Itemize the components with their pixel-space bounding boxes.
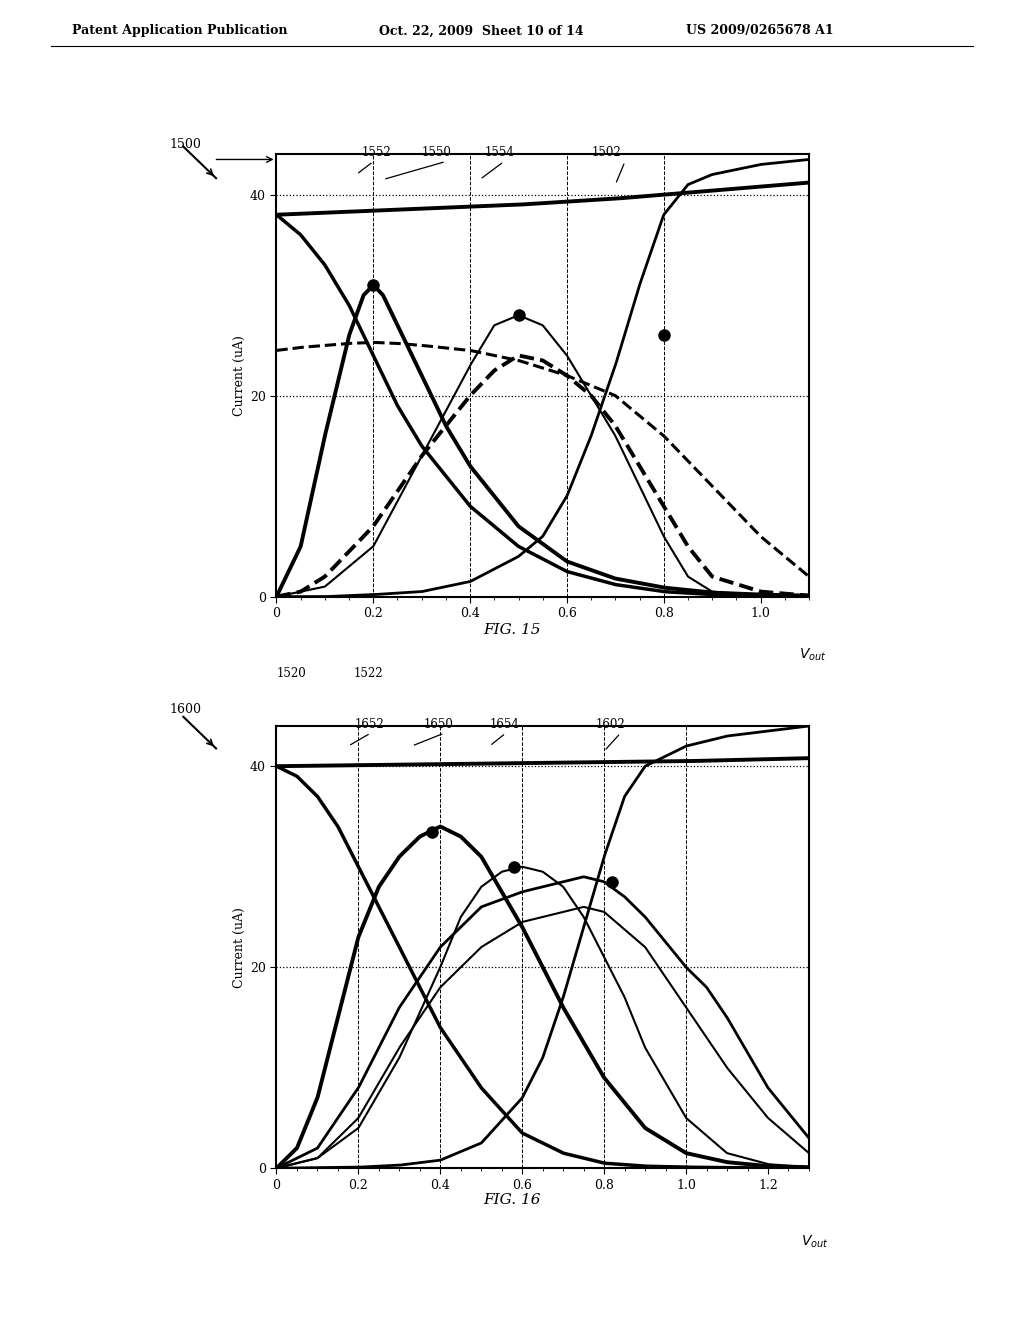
Text: 1602: 1602 <box>596 718 626 731</box>
Y-axis label: Current (uA): Current (uA) <box>232 907 246 987</box>
Text: 1652: 1652 <box>354 718 384 731</box>
Y-axis label: Current (uA): Current (uA) <box>232 335 246 416</box>
Text: 1600: 1600 <box>169 702 201 715</box>
Text: 1500: 1500 <box>169 137 201 150</box>
Text: $V_{out}$: $V_{out}$ <box>801 1233 828 1250</box>
Text: FIG. 16: FIG. 16 <box>483 1193 541 1206</box>
Text: 1522: 1522 <box>354 667 384 680</box>
Text: Oct. 22, 2009  Sheet 10 of 14: Oct. 22, 2009 Sheet 10 of 14 <box>379 24 584 37</box>
Text: 1654: 1654 <box>489 718 519 731</box>
Text: US 2009/0265678 A1: US 2009/0265678 A1 <box>686 24 834 37</box>
Text: 1550: 1550 <box>422 147 452 160</box>
Text: 1502: 1502 <box>591 147 621 160</box>
Text: FIG. 15: FIG. 15 <box>483 623 541 636</box>
Text: $V_{out}$: $V_{out}$ <box>800 647 827 663</box>
Text: 1552: 1552 <box>361 147 391 160</box>
Text: 1650: 1650 <box>424 718 454 731</box>
Text: Patent Application Publication: Patent Application Publication <box>72 24 287 37</box>
Text: 1520: 1520 <box>276 667 306 680</box>
Text: 1554: 1554 <box>484 147 514 160</box>
